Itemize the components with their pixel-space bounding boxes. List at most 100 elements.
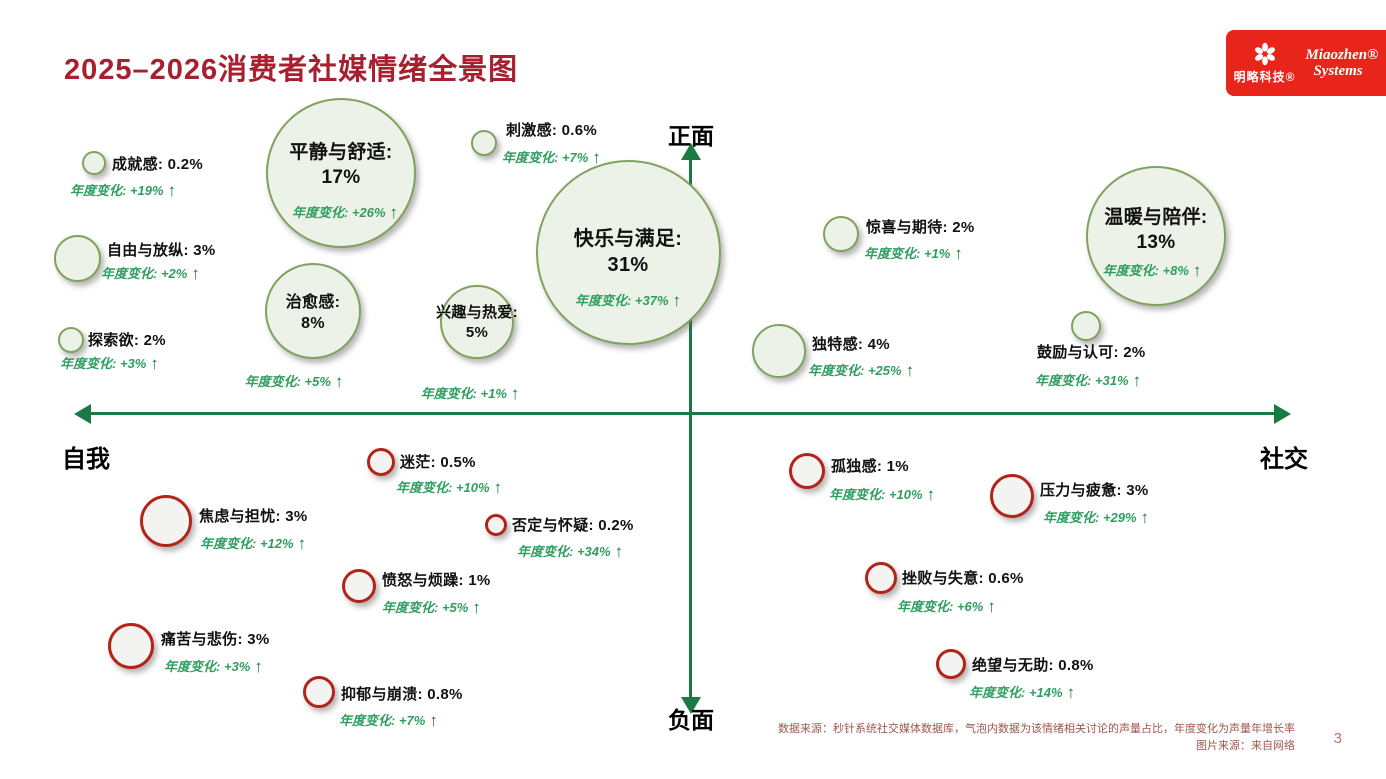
x-axis-left-arrow-icon — [74, 404, 91, 424]
emotion-bubble-jingxi — [823, 216, 859, 252]
emotion-bubble-juewang — [936, 649, 966, 679]
change-text: 年度变化: +5% — [382, 600, 469, 615]
miaozhen-logo: 明略科技® Miaozhen® Systems — [1226, 30, 1386, 96]
change-text: 年度变化: +1% — [420, 386, 507, 401]
axis-label-positive: 正面 — [668, 123, 714, 149]
y-axis-line — [689, 158, 692, 698]
change-text: 年度变化: +12% — [200, 536, 294, 551]
emotion-name-wennuan: 温暖与陪伴: 13% — [1104, 207, 1208, 254]
change-text: 年度变化: +26% — [291, 205, 386, 220]
emotion-change-yali: 年度变化: +29% ↑ — [1043, 507, 1149, 527]
emotion-name-yiyu: 抑郁与崩溃: 0.8% — [341, 686, 463, 703]
logo-en-line2: Systems — [1313, 63, 1363, 79]
emotion-name-jiaolv: 焦虑与担忧: 3% — [199, 508, 308, 525]
change-text: 年度变化: +1% — [864, 246, 951, 261]
change-text: 年度变化: +10% — [829, 487, 923, 502]
up-arrow-icon: ↑ — [510, 384, 520, 403]
emotion-name-xingqu: 兴趣与热爱: 5% — [436, 304, 518, 341]
miaozhen-flower-icon — [1254, 42, 1275, 65]
emotion-change-gudu: 年度变化: +10% ↑ — [829, 484, 935, 504]
change-text: 年度变化: +10% — [396, 480, 490, 495]
emotion-change-kuaile: 年度变化: +37% ↑ — [575, 290, 681, 310]
emotion-bubble-chengjiu — [82, 151, 106, 175]
emotion-name-fouding: 否定与怀疑: 0.2% — [512, 517, 634, 534]
change-text: 年度变化: +5% — [244, 374, 331, 389]
emotion-change-tansuo: 年度变化: +3% ↑ — [60, 353, 159, 373]
change-text: 年度变化: +6% — [897, 599, 984, 614]
footer-image-source-line: 图片来源：来自网络 — [1196, 740, 1295, 753]
emotion-change-jingxi: 年度变化: +1% ↑ — [864, 243, 963, 263]
emotion-change-dute: 年度变化: +25% ↑ — [808, 360, 914, 380]
emotion-change-xingqu: 年度变化: +1% ↑ — [421, 383, 520, 403]
emotion-name-tansuo: 探索欲: 2% — [88, 332, 166, 349]
change-text: 年度变化: +31% — [1035, 373, 1129, 388]
up-arrow-icon: ↑ — [905, 361, 915, 380]
emotion-change-tongku: 年度变化: +3% ↑ — [164, 656, 263, 676]
emotion-name-guli: 鼓励与认可: 2% — [1037, 344, 1146, 361]
emotion-bubble-yali — [990, 474, 1034, 518]
emotion-bubble-cuobai — [865, 562, 897, 594]
emotion-name-gudu: 孤独感: 1% — [831, 458, 909, 475]
emotion-change-zhiyu: 年度变化: +5% ↑ — [245, 371, 344, 391]
change-text: 年度变化: +34% — [517, 544, 611, 559]
page-number: 3 — [1333, 730, 1342, 747]
change-text: 年度变化: +2% — [101, 266, 188, 281]
emotion-change-ziyou: 年度变化: +2% ↑ — [101, 263, 200, 283]
up-arrow-icon: ↑ — [389, 203, 399, 222]
page-title: 2025–2026消费者社媒情绪全景图 — [64, 54, 519, 86]
emotion-bubble-fennu — [342, 569, 376, 603]
axis-label-social: 社交 — [1260, 446, 1308, 473]
emotion-change-ciji: 年度变化: +7% ↑ — [502, 147, 601, 167]
emotion-name-juewang: 绝望与无助: 0.8% — [972, 657, 1094, 674]
emotion-name-tongku: 痛苦与悲伤: 3% — [161, 631, 270, 648]
logo-en-line1: Miaozhen® — [1305, 46, 1379, 63]
emotion-change-cuobai: 年度变化: +6% ↑ — [897, 596, 996, 616]
emotion-bubble-mimang — [367, 448, 395, 476]
emotion-bubble-yiyu — [303, 676, 335, 708]
change-text: 年度变化: +14% — [969, 685, 1063, 700]
up-arrow-icon: ↑ — [191, 264, 200, 283]
emotion-name-pingjing: 平静与舒适: 17% — [289, 142, 393, 189]
emotion-change-mimang: 年度变化: +10% ↑ — [396, 477, 502, 497]
emotion-bubble-ciji — [471, 130, 497, 156]
emotion-name-zhiyu: 治愈感: 8% — [285, 294, 341, 333]
x-axis-right-arrow-icon — [1274, 404, 1291, 424]
axis-label-self: 自我 — [62, 446, 110, 473]
change-text: 年度变化: +8% — [1102, 263, 1189, 278]
emotion-name-fennu: 愤怒与烦躁: 1% — [382, 572, 491, 589]
change-text: 年度变化: +3% — [164, 659, 251, 674]
emotion-change-yiyu: 年度变化: +7% ↑ — [339, 710, 438, 730]
emotion-bubble-ziyou — [53, 234, 101, 282]
y-axis-down-arrow-icon — [681, 697, 701, 714]
emotion-bubble-wennuan — [1086, 166, 1226, 306]
emotion-change-juewang: 年度变化: +14% ↑ — [969, 682, 1075, 702]
up-arrow-icon: ↑ — [1132, 371, 1142, 390]
emotion-name-chengjiu: 成就感: 0.2% — [112, 156, 204, 173]
emotion-change-guli: 年度变化: +31% ↑ — [1035, 370, 1141, 390]
emotion-change-pingjing: 年度变化: +26% ↑ — [292, 202, 398, 222]
logo-en-block: Miaozhen® Systems — [1305, 47, 1378, 80]
emotion-change-wennuan: 年度变化: +8% ↑ — [1103, 260, 1202, 280]
change-text: 年度变化: +7% — [502, 150, 589, 165]
up-arrow-icon: ↑ — [1140, 508, 1150, 527]
y-axis-up-arrow-icon — [681, 143, 701, 160]
emotion-name-yali: 压力与疲惫: 3% — [1040, 482, 1149, 499]
emotion-bubble-xingqu — [440, 285, 514, 359]
emotion-change-fennu: 年度变化: +5% ↑ — [382, 597, 481, 617]
up-arrow-icon: ↑ — [254, 657, 263, 676]
x-axis-line — [88, 412, 1276, 415]
up-arrow-icon: ↑ — [672, 291, 682, 310]
footer-source-line: 数据来源：秒针系统社交媒体数据库，气泡内数据为该情绪相关讨论的声量占比，年度变化… — [778, 723, 1295, 735]
emotion-change-jiaolv: 年度变化: +12% ↑ — [200, 533, 306, 553]
up-arrow-icon: ↑ — [297, 534, 307, 553]
emotion-bubble-gudu — [789, 453, 825, 489]
axis-label-negative: 负面 — [668, 707, 714, 733]
change-text: 年度变化: +19% — [70, 183, 164, 198]
emotion-name-dute: 独特感: 4% — [812, 336, 890, 353]
up-arrow-icon: ↑ — [1066, 683, 1076, 702]
up-arrow-icon: ↑ — [614, 542, 624, 561]
emotion-bubble-fouding — [485, 514, 507, 536]
up-arrow-icon: ↑ — [167, 181, 177, 200]
